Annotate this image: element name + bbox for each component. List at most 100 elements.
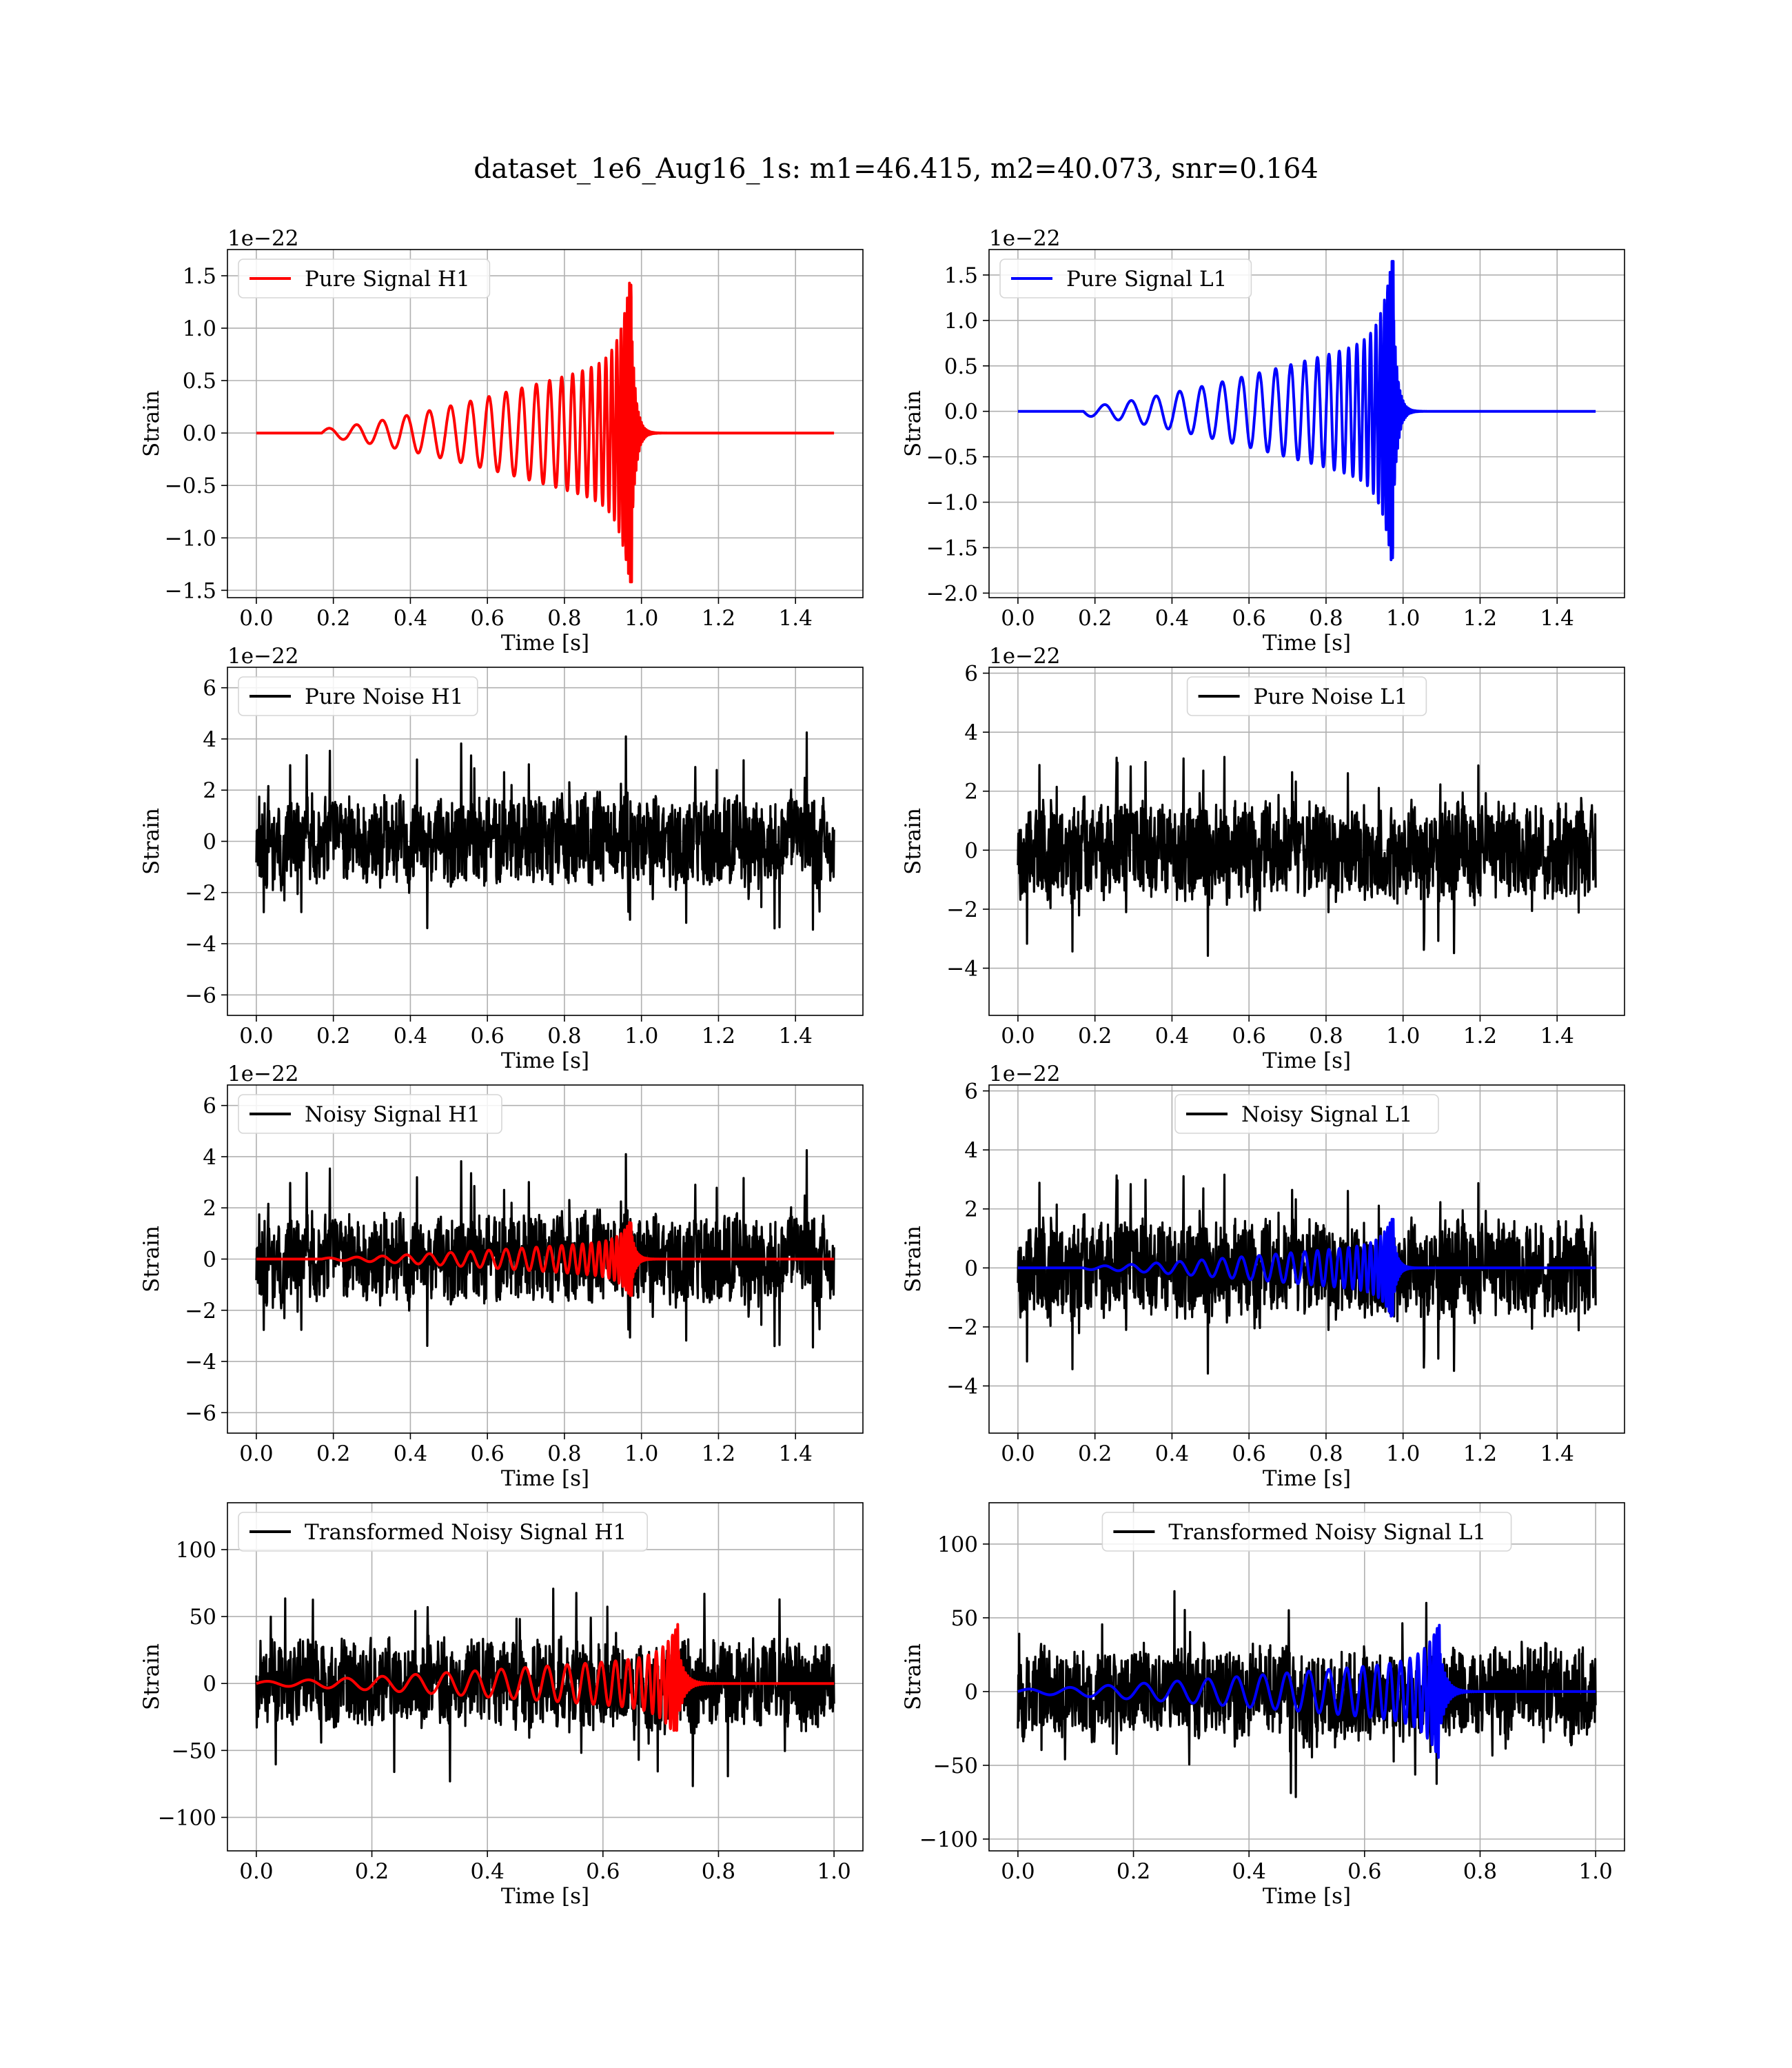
legend-box bbox=[999, 258, 1252, 298]
axes-frame bbox=[988, 1084, 1625, 1434]
series-group bbox=[1017, 1590, 1597, 1798]
x-tick-label: 0.2 bbox=[316, 606, 350, 631]
y-tick-label: −4 bbox=[946, 957, 978, 982]
x-tick-label: 0.8 bbox=[1309, 1441, 1343, 1466]
series-line-transformed-noisy-signal-l1 bbox=[1017, 1590, 1597, 1798]
x-tick-label: 0.4 bbox=[394, 1024, 427, 1048]
series-line-transformed-noisy-signal-h1 bbox=[255, 1588, 835, 1787]
x-tick-label: 0.4 bbox=[1155, 1024, 1189, 1048]
x-tick-label: 0.6 bbox=[1232, 1441, 1266, 1466]
x-tick-label: 0.2 bbox=[316, 1024, 350, 1048]
x-tick-label: 1.0 bbox=[624, 606, 658, 631]
series-group bbox=[1017, 260, 1597, 562]
y-tick-label: −4 bbox=[946, 1375, 978, 1399]
series-line-overlay bbox=[255, 1623, 835, 1732]
legend-label: Noisy Signal L1 bbox=[1241, 1102, 1413, 1127]
y-tick-label: −1.0 bbox=[165, 526, 216, 551]
x-tick-label: 0.0 bbox=[1001, 1024, 1035, 1048]
y-tick-label: 2 bbox=[203, 1196, 216, 1221]
offset-text: 1e−22 bbox=[227, 1062, 299, 1086]
x-tick-label: 0.4 bbox=[1155, 1441, 1189, 1466]
legend-label: Transformed Noisy Signal L1 bbox=[1168, 1520, 1486, 1545]
y-tick-label: 0 bbox=[203, 1672, 216, 1696]
legend-box bbox=[1101, 1512, 1512, 1552]
x-tick-label: 0.2 bbox=[1078, 606, 1112, 631]
x-tick-label: 1.2 bbox=[702, 1024, 735, 1048]
x-axis-label: Time [s] bbox=[501, 1048, 589, 1073]
series-line-overlay bbox=[256, 1221, 835, 1297]
offset-text: 1e−22 bbox=[989, 644, 1061, 669]
x-tick-label: 0.4 bbox=[1155, 606, 1189, 631]
x-tick-label: 1.0 bbox=[1578, 1859, 1612, 1884]
y-tick-label: 0.5 bbox=[183, 369, 216, 394]
y-tick-label: −2.0 bbox=[926, 581, 978, 606]
subplot-pure-signal-h1: 0.0 0.2 0.4 0.6 0.8 1.0 1.2 1.4 −1.5 −1.0 −0.5 0.0 0… bbox=[139, 226, 864, 656]
y-axis-label: Strain bbox=[901, 808, 926, 875]
x-tick-label: 1.2 bbox=[1463, 1024, 1497, 1048]
series-line-overlay bbox=[1017, 1217, 1597, 1318]
axes-frame bbox=[227, 1502, 864, 1852]
x-axis-label: Time [s] bbox=[501, 631, 589, 656]
x-tick-label: 1.0 bbox=[817, 1859, 851, 1884]
y-tick-label: 4 bbox=[203, 727, 216, 752]
x-tick-label: 0.0 bbox=[239, 1024, 273, 1048]
y-tick-label: −6 bbox=[185, 983, 216, 1008]
y-tick-label: 2 bbox=[964, 780, 978, 804]
offset-text: 1e−22 bbox=[227, 226, 299, 251]
y-tick-label: 0 bbox=[203, 830, 216, 855]
y-tick-label: 4 bbox=[964, 720, 978, 745]
x-axis-label: Time [s] bbox=[501, 1884, 589, 1909]
subplot-pure-noise-h1: 0.0 0.2 0.4 0.6 0.8 1.0 1.2 1.4 −6 −4 −2 0 2 4 6 Time [… bbox=[139, 644, 864, 1073]
x-tick-label: 0.2 bbox=[355, 1859, 389, 1884]
legend-box bbox=[238, 258, 491, 298]
x-tick-label: 0.4 bbox=[394, 606, 427, 631]
offset-text: 1e−22 bbox=[989, 1062, 1061, 1086]
x-tick-label: 0.6 bbox=[586, 1859, 620, 1884]
subplot-pure-signal-l1: 0.0 0.2 0.4 0.6 0.8 1.0 1.2 1.4 −2.0 −1.5 −1.0 −0.5… bbox=[901, 226, 1625, 656]
x-axis-label: Time [s] bbox=[501, 1466, 589, 1491]
y-tick-label: 0.0 bbox=[944, 400, 978, 425]
y-tick-label: −50 bbox=[933, 1754, 978, 1778]
y-tick-label: 4 bbox=[203, 1145, 216, 1170]
legend-label: Noisy Signal H1 bbox=[305, 1102, 480, 1127]
x-tick-label: 0.0 bbox=[239, 1441, 273, 1466]
y-tick-label: 0.5 bbox=[944, 354, 978, 379]
legend-label: Pure Noise H1 bbox=[305, 685, 463, 709]
y-tick-label: 6 bbox=[203, 676, 216, 701]
x-tick-label: 0.2 bbox=[1117, 1859, 1150, 1884]
x-tick-label: 1.2 bbox=[1463, 1441, 1497, 1466]
legend-box bbox=[238, 676, 478, 716]
x-tick-label: 1.0 bbox=[1386, 1024, 1420, 1048]
x-tick-label: 0.0 bbox=[239, 1859, 273, 1884]
y-tick-label: −2 bbox=[946, 1315, 978, 1340]
x-tick-label: 1.0 bbox=[1386, 606, 1420, 631]
x-tick-label: 1.0 bbox=[1386, 1441, 1420, 1466]
x-tick-label: 0.6 bbox=[1232, 1024, 1266, 1048]
y-tick-label: −100 bbox=[919, 1827, 978, 1852]
y-tick-label: 50 bbox=[951, 1606, 978, 1631]
legend-label: Transformed Noisy Signal H1 bbox=[305, 1520, 627, 1545]
y-tick-label: 0.0 bbox=[183, 421, 216, 446]
axes-frame bbox=[988, 249, 1625, 598]
y-tick-label: −1.0 bbox=[926, 491, 978, 516]
series-line-pure-signal-l1 bbox=[1017, 260, 1597, 562]
offset-text: 1e−22 bbox=[989, 226, 1061, 251]
y-tick-label: −1.5 bbox=[165, 578, 216, 603]
subplot-transformed-noisy-signal-l1: 0.0 0.2 0.4 0.6 0.8 1.0 −100 −50 0 50 100 Time [s] S… bbox=[901, 1502, 1625, 1909]
series-group bbox=[255, 1588, 835, 1787]
x-tick-label: 0.8 bbox=[547, 1441, 581, 1466]
x-tick-label: 1.4 bbox=[1540, 1441, 1574, 1466]
y-tick-label: −2 bbox=[185, 1299, 216, 1324]
y-tick-label: −0.5 bbox=[926, 445, 978, 470]
x-tick-label: 0.8 bbox=[1309, 606, 1343, 631]
x-tick-label: 1.0 bbox=[624, 1441, 658, 1466]
x-tick-label: 0.2 bbox=[1078, 1441, 1112, 1466]
y-tick-label: 1.0 bbox=[944, 309, 978, 334]
x-tick-label: 0.8 bbox=[702, 1859, 735, 1884]
x-tick-label: 0.0 bbox=[1001, 606, 1035, 631]
series-line-pure-noise-h1 bbox=[255, 731, 835, 931]
series-line-noisy-signal-l1 bbox=[1017, 1173, 1597, 1375]
x-tick-label: 1.4 bbox=[779, 1024, 813, 1048]
x-tick-label: 0.2 bbox=[316, 1441, 350, 1466]
y-tick-label: 1.5 bbox=[183, 264, 216, 289]
